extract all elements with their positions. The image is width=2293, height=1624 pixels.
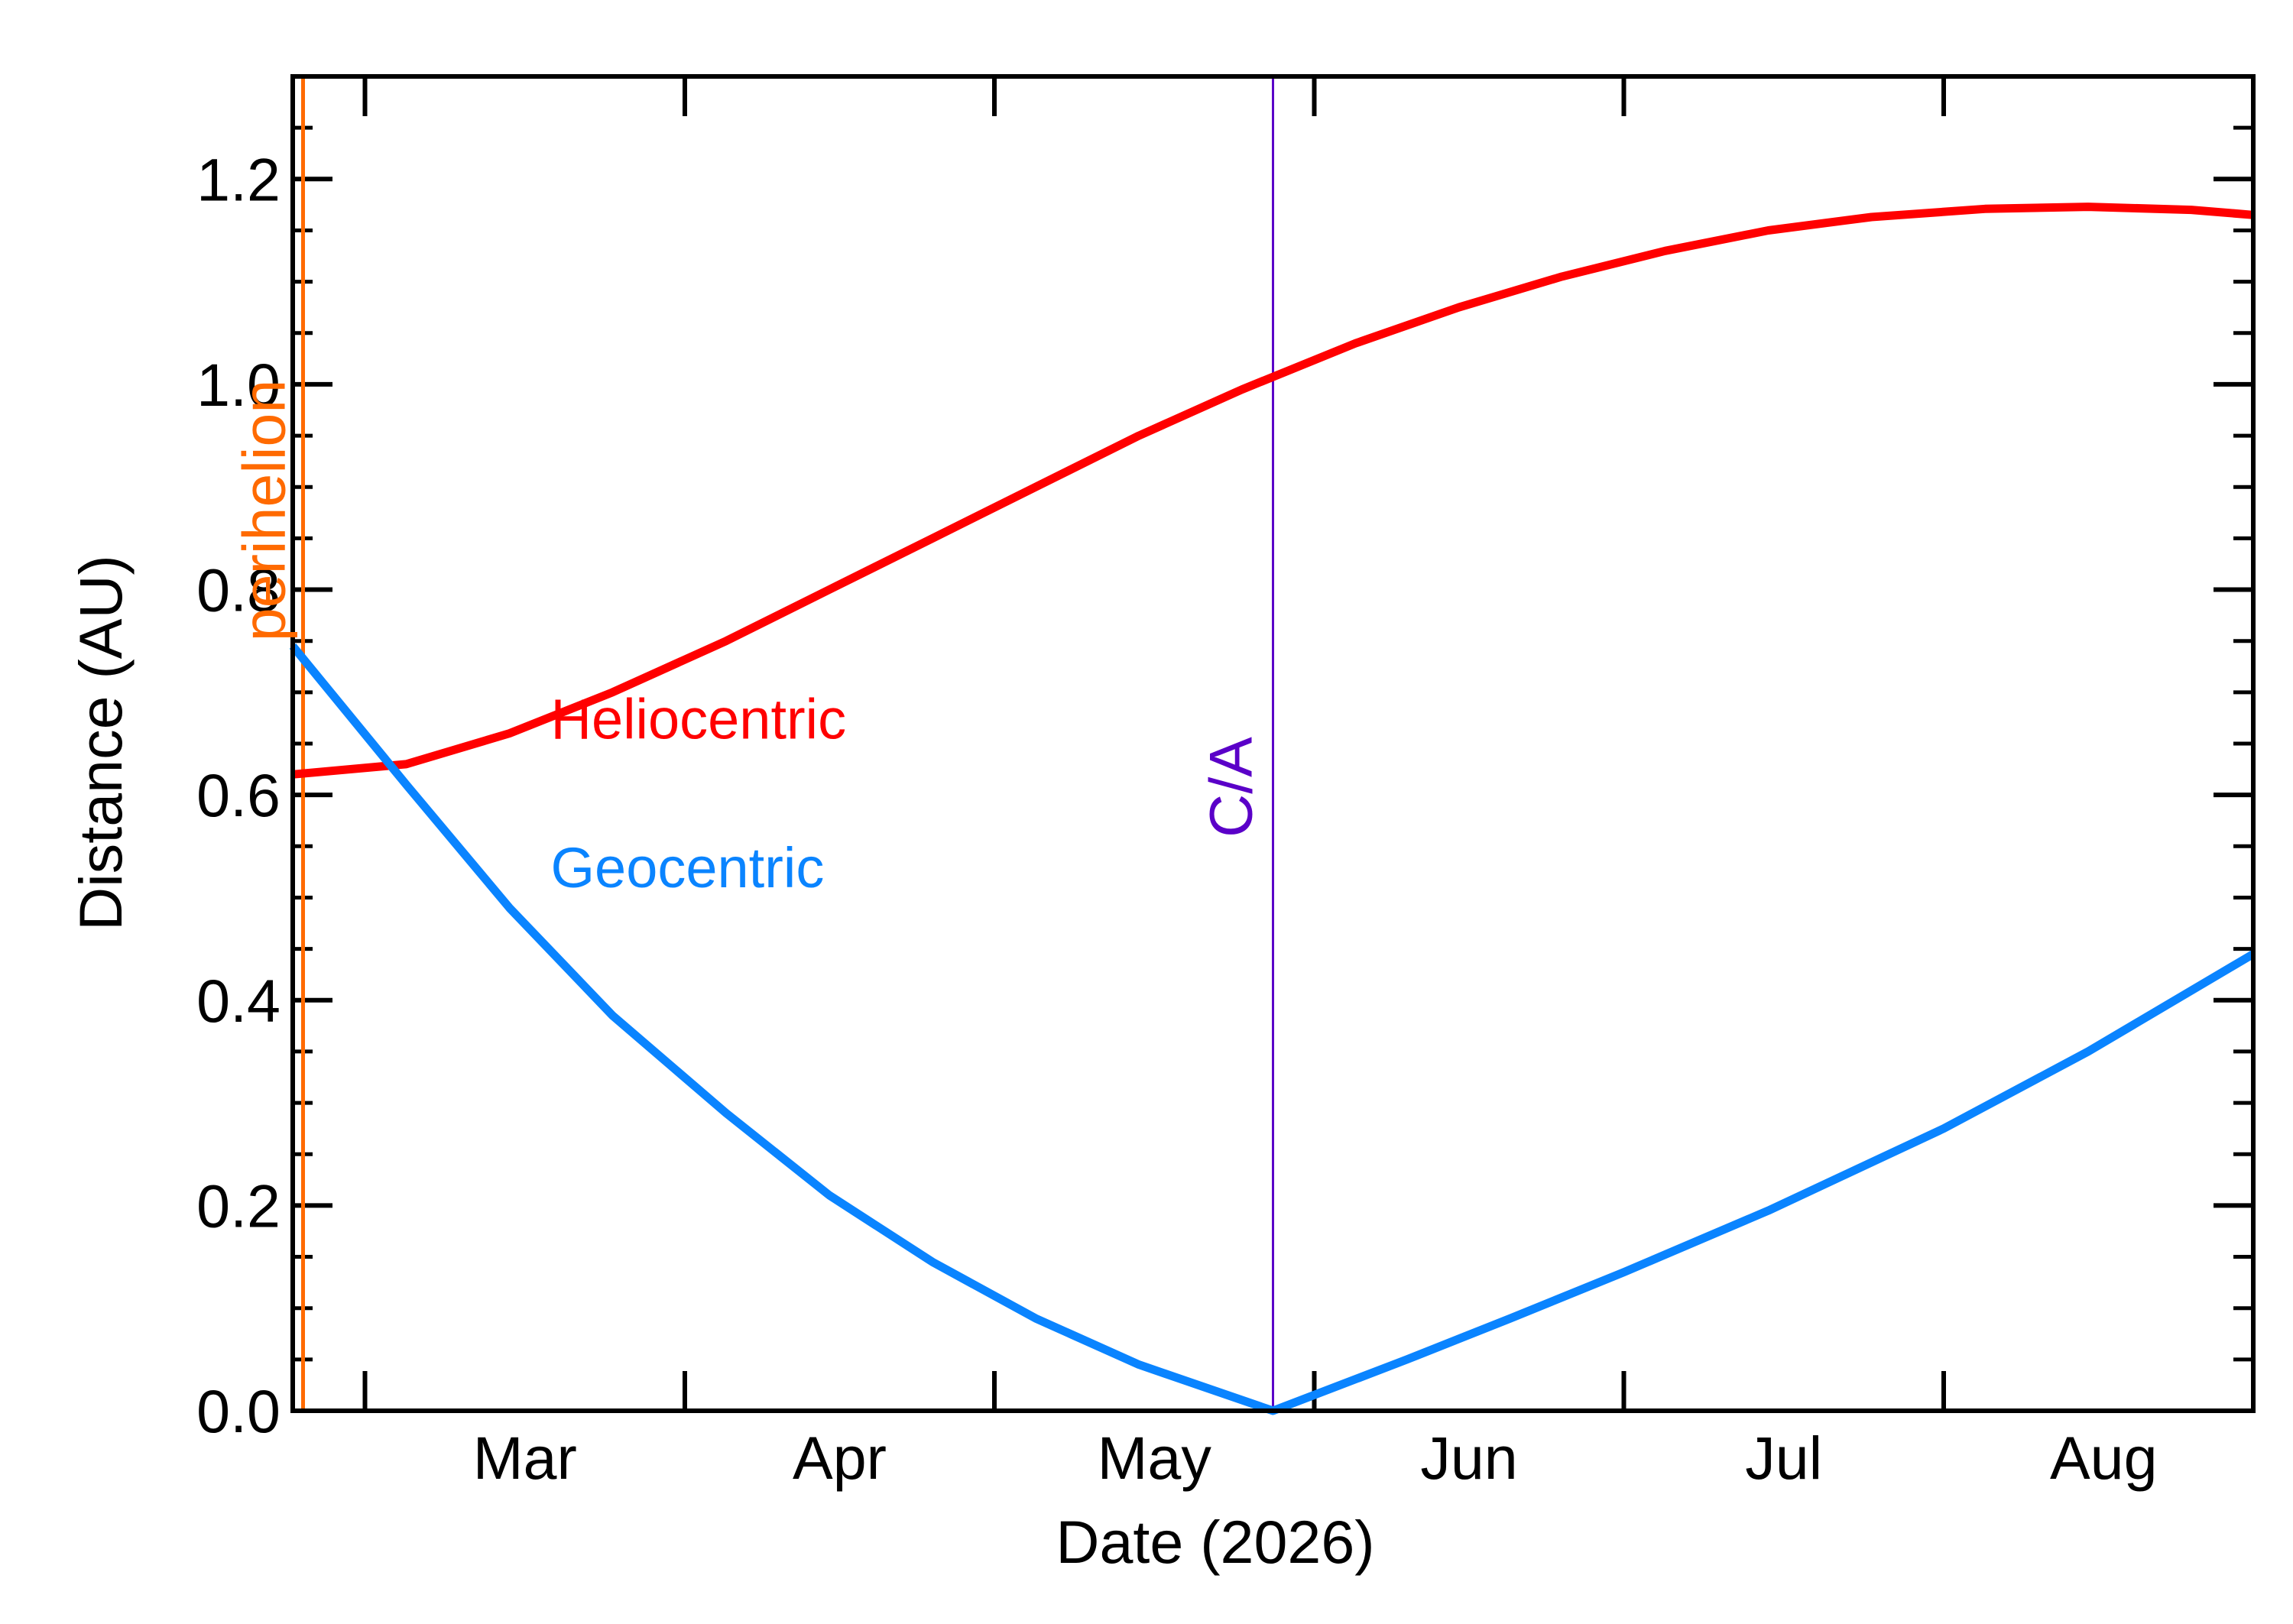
chart-text-labels: perihelion C/A Heliocentric Geocentric [230, 380, 1265, 900]
x-tick-label: Apr [793, 1424, 887, 1492]
plot-frame [290, 74, 2256, 1413]
series-label-geocentric: Geocentric [551, 836, 825, 900]
closest-approach-label: C/A [1197, 737, 1265, 838]
y-tick-label: 0.0 [196, 1377, 281, 1445]
x-tick-label: Mar [473, 1424, 577, 1492]
annotation-lines [301, 76, 1274, 1411]
series-line-geocentric [289, 643, 2256, 1415]
y-tick-label: 1.0 [196, 351, 281, 419]
x-tick-label: Jun [1420, 1424, 1517, 1492]
tick-labels: 0.0 0.2 0.4 0.6 0.8 1.0 1.2 Mar Apr May Jun Jul Aug [196, 145, 2157, 1492]
x-tick-label: Aug [2050, 1424, 2158, 1492]
y-tick-label: 0.4 [196, 967, 281, 1035]
x-tick-label: May [1098, 1424, 1212, 1492]
perihelion-label: perihelion [230, 380, 298, 642]
x-axis-title: Date (2026) [1056, 1508, 1374, 1576]
y-axis-title: Distance (AU) [66, 555, 135, 931]
data-series [289, 203, 2256, 1415]
tick-marks [293, 74, 2253, 1413]
y-tick-label: 0.8 [196, 556, 281, 624]
y-tick-label: 0.2 [196, 1172, 281, 1240]
series-label-heliocentric: Heliocentric [551, 687, 847, 750]
y-tick-label: 1.2 [196, 145, 281, 213]
series-line-heliocentric [292, 203, 2254, 779]
x-tick-label: Jul [1745, 1424, 1822, 1492]
y-tick-label: 0.6 [196, 761, 281, 829]
